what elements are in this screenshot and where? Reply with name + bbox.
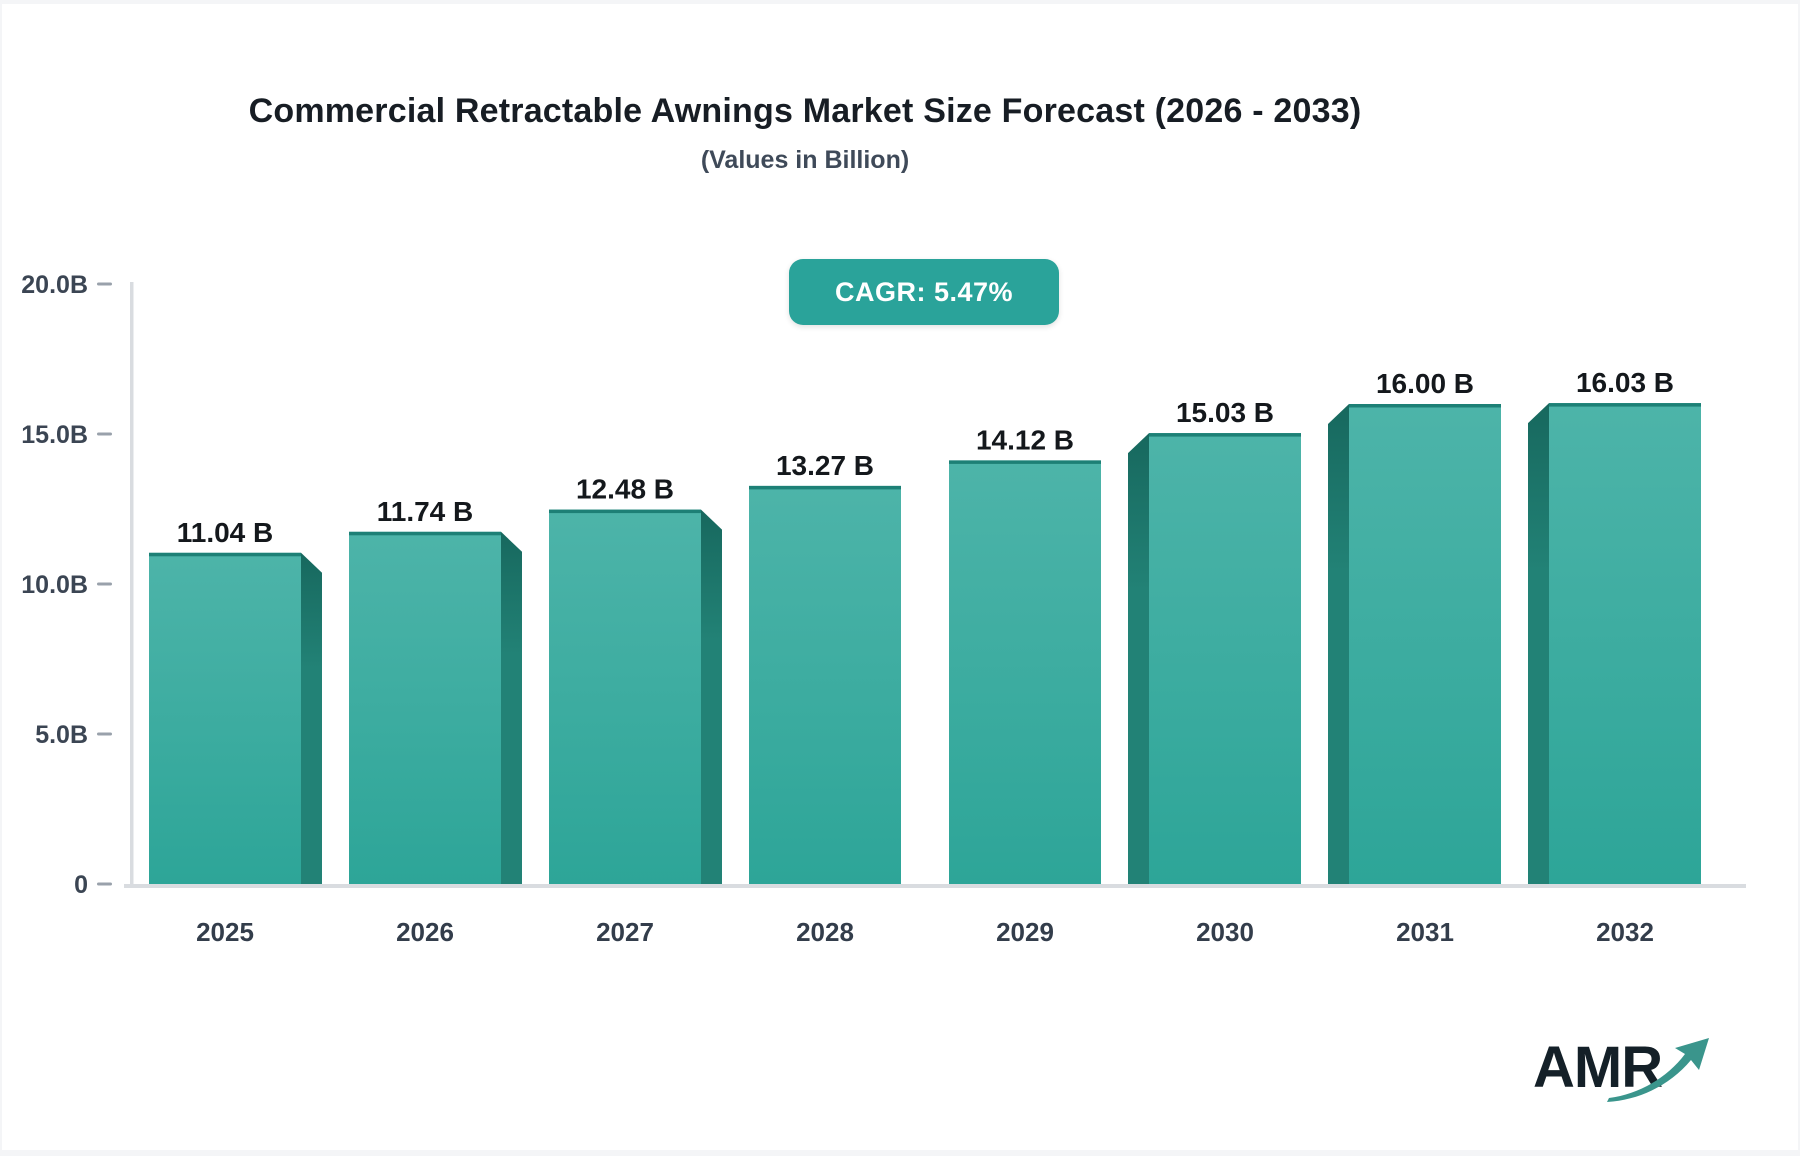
x-category-label: 2028 (796, 917, 854, 947)
y-tick-label: 5.0B (35, 721, 88, 749)
y-tick-label: 20.0B (21, 271, 88, 299)
chart-subtitle: (Values in Billion) (700, 146, 910, 174)
bar-side-face (1128, 433, 1149, 884)
bar-2029 (949, 460, 1101, 884)
bar-side-face (301, 552, 322, 884)
bar-value-label: 12.48 B (576, 474, 674, 505)
x-category-label: 2029 (996, 917, 1054, 947)
bar-top-edge (549, 509, 701, 514)
bar-2025 (149, 552, 301, 884)
chart-title: Commercial Retractable Awnings Market Si… (248, 92, 1362, 130)
y-tick-mark (97, 882, 112, 886)
x-axis-line (124, 884, 1746, 888)
x-category-label: 2025 (196, 917, 254, 947)
x-category-label: 2030 (1196, 917, 1254, 947)
bar-top-edge (749, 485, 901, 490)
bar-top-edge (149, 552, 301, 557)
bar-top-edge (949, 460, 1101, 464)
bar-top-edge (349, 531, 501, 536)
cagr-badge: CAGR: 5.47% (789, 259, 1059, 325)
x-category-label: 2027 (596, 917, 654, 947)
growth-arrow-icon (1607, 1038, 1709, 1102)
y-tick-mark (97, 282, 112, 286)
bar-value-label: 15.03 B (1176, 397, 1274, 428)
bar-side-face (701, 509, 722, 884)
bar-2028 (749, 485, 901, 884)
bar-value-label: 11.74 B (377, 496, 474, 527)
bar-2031 (1349, 404, 1501, 884)
bar-value-label: 14.12 B (976, 424, 1074, 455)
amr-logo: AMR (1533, 1034, 1723, 1114)
bar-top-edge (1149, 433, 1301, 437)
x-category-label: 2032 (1596, 917, 1654, 947)
y-tick-label: 0 (74, 871, 88, 899)
y-axis-line (130, 282, 134, 884)
y-tick-label: 15.0B (21, 421, 88, 449)
y-tick-mark (97, 432, 112, 436)
bar-side-face (1328, 404, 1349, 884)
bar-value-label: 13.27 B (776, 450, 874, 481)
bar-value-label: 16.00 B (1376, 368, 1474, 399)
bar-2027 (549, 509, 701, 884)
bar-top-edge (1349, 404, 1501, 408)
bar-side-face (501, 531, 522, 884)
y-tick-label: 10.0B (21, 571, 88, 599)
cagr-badge-label: CAGR: 5.47% (834, 276, 1014, 307)
x-category-label: 2026 (396, 917, 454, 947)
bar-2026 (349, 531, 501, 884)
bar-side-face (1528, 403, 1549, 884)
bar-top-edge (1549, 403, 1701, 407)
y-tick-mark (97, 732, 112, 736)
bar-value-label: 11.04 B (177, 517, 274, 548)
bar-2030 (1149, 433, 1301, 884)
bar-2032 (1549, 403, 1701, 884)
bar-value-label: 16.03 B (1576, 367, 1674, 398)
x-category-label: 2031 (1396, 917, 1454, 947)
y-tick-mark (97, 582, 112, 586)
